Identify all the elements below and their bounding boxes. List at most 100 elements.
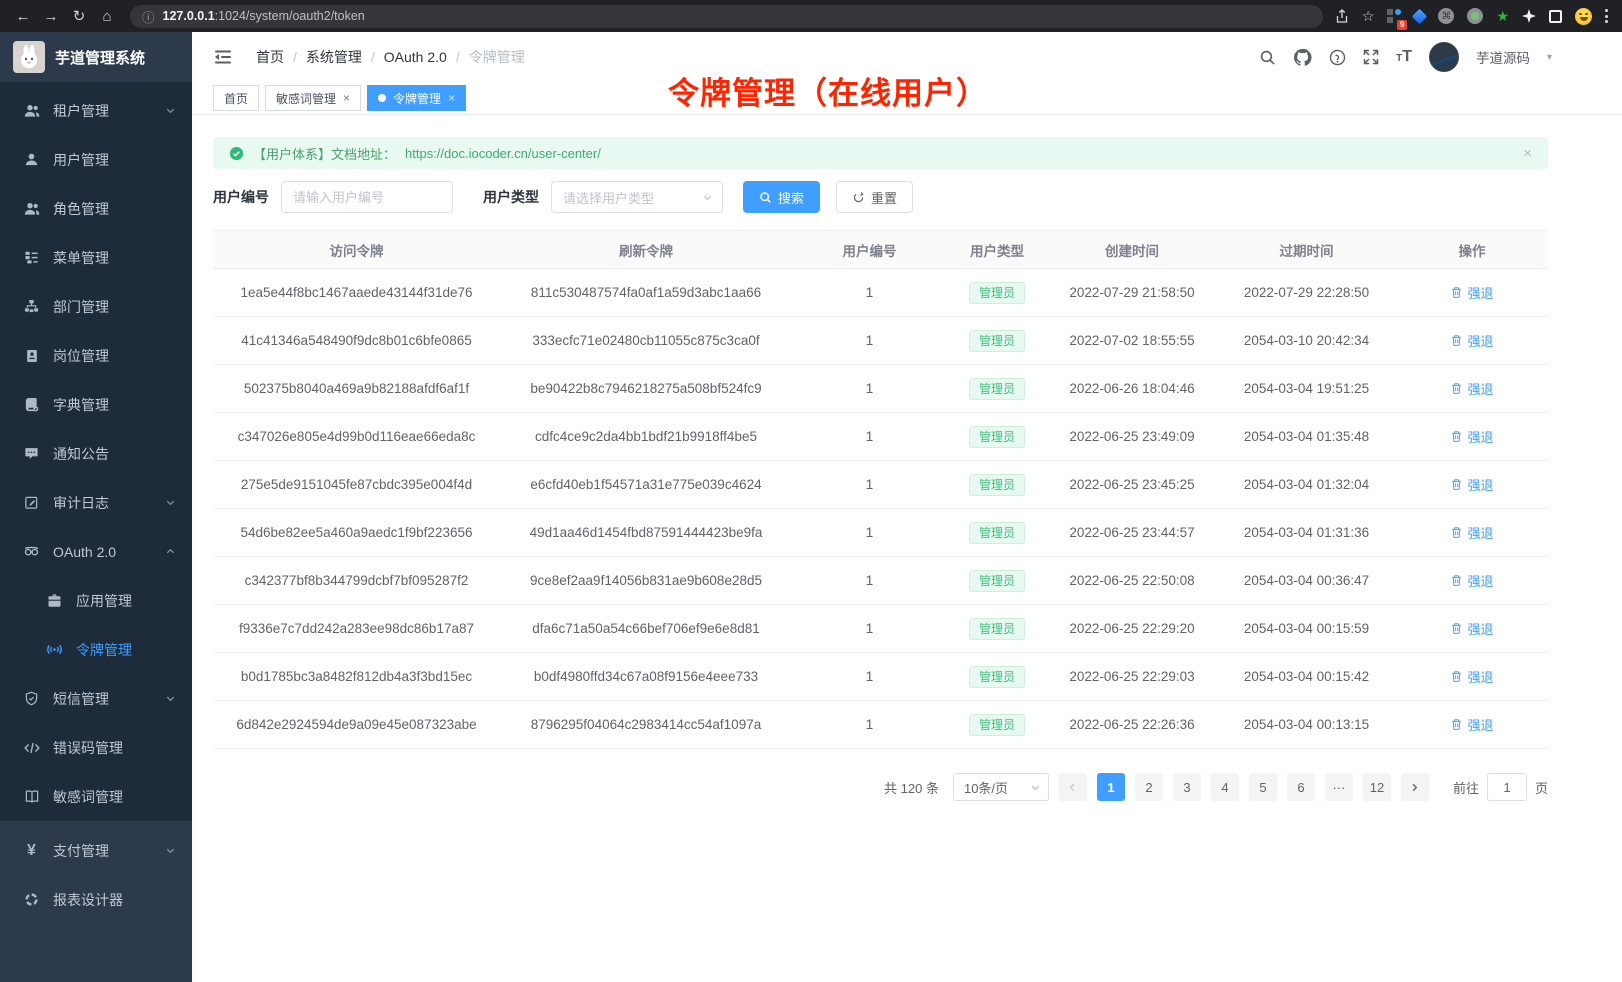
breadcrumb-item[interactable]: 首页 [256,49,284,65]
user-type-badge: 管理员 [968,377,1025,400]
action-cell: 强退 [1396,508,1548,557]
sidebar-item-user[interactable]: 用户管理 [0,135,192,184]
alert-doc-link[interactable]: https://doc.iocoder.cn/user-center/ [405,145,601,161]
chevron-down-icon[interactable]: ▾ [1546,51,1552,63]
fullscreen-icon[interactable] [1363,49,1379,65]
post-icon [23,349,40,363]
tab-首页[interactable]: 首页 [213,85,260,111]
address-bar[interactable]: ⓘ 127.0.0.1:1024/system/oauth2/token [130,4,1323,28]
action-cell: 强退 [1396,412,1548,461]
evernote-star-icon[interactable]: ★ [1496,7,1509,24]
force-logout-button[interactable]: 强退 [1450,571,1494,590]
page-size-select[interactable]: 10条/页 [952,773,1049,801]
search-icon[interactable] [1259,49,1276,66]
font-size-icon[interactable]: TT [1396,48,1412,65]
sidebar-item-role[interactable]: 角色管理 [0,184,192,233]
tab-令牌管理[interactable]: 令牌管理 × [367,85,467,111]
user-name[interactable]: 芋道源码 [1475,51,1530,66]
sidebar-item-sensitive-word[interactable]: 敏感词管理 [0,772,192,821]
command-extension-icon[interactable]: ⌘ [1438,8,1455,24]
page-button-1[interactable]: 1 [1096,773,1125,801]
user-id-cell: 1 [792,700,947,749]
page-button-12[interactable]: 12 [1362,773,1391,801]
forward-icon[interactable]: → [43,7,59,25]
users-icon [23,201,40,217]
page-button-2[interactable]: 2 [1134,773,1163,801]
page-ellipsis-button[interactable]: ··· [1324,773,1353,801]
sidebar-item-dict[interactable]: 字典管理 [0,380,192,429]
force-logout-button[interactable]: 强退 [1450,475,1494,494]
side-panel-icon[interactable] [1549,9,1562,23]
profile-avatar-icon[interactable] [1575,7,1592,25]
sidebar-item-error-code[interactable]: 错误码管理 [0,723,192,772]
share-icon[interactable] [1335,8,1349,24]
force-logout-button[interactable]: 强退 [1450,619,1494,638]
sidebar-item-menu[interactable]: 菜单管理 [0,233,192,282]
sidebar-item-post[interactable]: 岗位管理 [0,331,192,380]
reload-icon[interactable]: ↻ [72,8,86,25]
extension-grid-icon[interactable]: 9 [1387,9,1408,30]
github-icon[interactable] [1293,48,1312,67]
back-icon[interactable]: ← [15,7,31,25]
user-type-badge: 管理员 [968,473,1025,496]
help-icon[interactable] [1329,49,1346,66]
access-token-cell: c347026e805e4d99b0d116eae66eda8c [213,412,500,461]
recorder-extension-icon[interactable] [1467,8,1484,24]
refresh-token-cell: b0df4980ffd34c67a08f9156e4eee733 [500,652,792,701]
sidebar-item-notice[interactable]: 通知公告 [0,429,192,478]
user-avatar[interactable] [1428,42,1459,72]
search-button[interactable]: 搜索 [743,181,821,213]
tree-icon [23,250,40,265]
sidebar-item-oauth2-app[interactable]: 应用管理 [0,576,192,625]
bookmark-star-icon[interactable]: ☆ [1361,7,1375,24]
user-id-cell: 1 [792,268,947,317]
token-icon [46,641,63,658]
force-logout-button[interactable]: 强退 [1450,331,1494,350]
force-logout-button[interactable]: 强退 [1450,283,1494,302]
table-row: c342377bf8b344799dcbf7bf095287f2 9ce8ef2a… [213,556,1548,605]
sidebar-item-report-designer[interactable]: 报表设计器 [0,875,192,924]
sidebar-item-dept[interactable]: 部门管理 [0,282,192,331]
tab-敏感词管理[interactable]: 敏感词管理 × [265,85,362,111]
expire-time-cell: 2054-03-04 00:13:15 [1217,700,1396,749]
next-page-button[interactable] [1400,773,1429,801]
page-button-4[interactable]: 4 [1210,773,1239,801]
app-title: 芋道管理系统 [55,49,146,67]
breadcrumb-item[interactable]: OAuth 2.0 [383,49,447,65]
force-logout-button[interactable]: 强退 [1450,427,1494,446]
page-button-5[interactable]: 5 [1248,773,1277,801]
user-type-select[interactable]: 请选择用户类型 [551,181,723,213]
prev-page-button[interactable] [1058,773,1087,801]
sidebar-item-sms[interactable]: 短信管理 [0,674,192,723]
page-button-3[interactable]: 3 [1172,773,1201,801]
browser-menu-icon[interactable] [1605,9,1608,23]
tabbar: 首页 敏感词管理 × 令牌管理 × [192,82,1622,115]
page-button-6[interactable]: 6 [1286,773,1315,801]
reset-button[interactable]: 重置 [836,181,914,213]
force-logout-button[interactable]: 强退 [1450,667,1494,686]
tab-close-icon[interactable]: × [343,91,351,105]
breadcrumb-item[interactable]: 系统管理 [305,49,362,65]
chevron-down-icon [165,497,176,508]
sidebar-item-tenant[interactable]: 租户管理 [0,86,192,135]
puzzle-extension-icon[interactable] [1522,9,1536,23]
alert-text: 【用户体系】文档地址： [253,146,397,162]
goto-page-input[interactable] [1486,773,1527,801]
force-logout-button[interactable]: 强退 [1450,715,1494,734]
site-info-icon[interactable]: ⓘ [142,10,155,25]
user-id-input[interactable] [281,181,453,213]
user-type-cell: 管理员 [947,412,1047,461]
sidebar-item-oauth2[interactable]: OAuth 2.0 [0,527,192,576]
gem-extension-icon[interactable] [1412,8,1428,24]
force-logout-button[interactable]: 强退 [1450,523,1494,542]
tab-close-icon[interactable]: × [448,91,456,105]
sidebar-item-oauth2-token[interactable]: 令牌管理 [0,625,192,674]
user-type-cell: 管理员 [947,316,1047,365]
home-icon[interactable]: ⌂ [102,7,112,25]
sidebar-item-audit-log[interactable]: 审计日志 [0,478,192,527]
app-logo[interactable]: 芋道管理系统 [0,32,192,82]
force-logout-button[interactable]: 强退 [1450,379,1494,398]
collapse-menu-icon[interactable] [208,49,238,65]
sidebar-item-pay[interactable]: ¥ 支付管理 [0,826,192,875]
alert-close-icon[interactable]: × [1523,144,1532,162]
